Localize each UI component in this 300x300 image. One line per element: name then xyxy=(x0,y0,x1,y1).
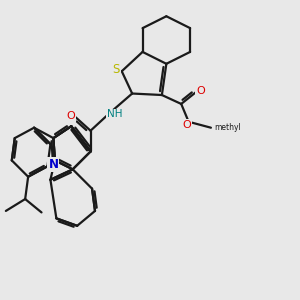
Text: S: S xyxy=(113,63,120,76)
Text: NH: NH xyxy=(106,109,122,119)
Text: O: O xyxy=(183,120,191,130)
Text: O: O xyxy=(67,111,76,121)
Text: O: O xyxy=(196,85,205,96)
Text: methyl: methyl xyxy=(214,123,241,132)
Text: N: N xyxy=(48,158,59,171)
